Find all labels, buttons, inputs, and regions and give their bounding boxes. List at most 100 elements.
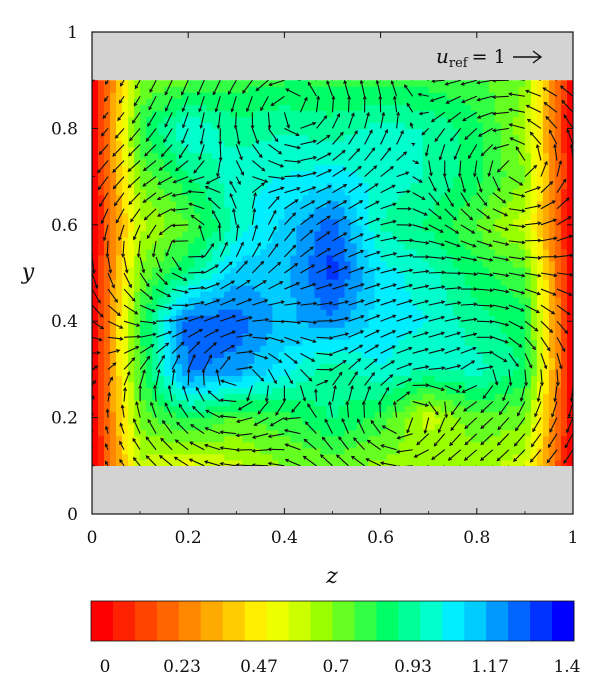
field-cell	[410, 254, 418, 262]
field-cell	[152, 297, 159, 304]
field-cell	[446, 393, 454, 401]
field-cell	[482, 116, 490, 123]
field-cell	[266, 230, 273, 238]
field-cell	[464, 339, 472, 346]
field-cell	[386, 333, 394, 340]
field-cell	[254, 435, 261, 443]
field-cell	[368, 309, 376, 316]
field-cell	[332, 375, 340, 383]
field-cell	[182, 152, 189, 160]
field-cell	[380, 242, 388, 250]
field-cell	[146, 206, 153, 214]
field-cell	[446, 369, 454, 377]
field-cell	[482, 441, 490, 449]
field-cell	[308, 345, 316, 352]
field-cell	[122, 339, 129, 346]
field-cell	[266, 212, 273, 220]
field-cell	[92, 134, 99, 142]
field-cell	[182, 393, 189, 401]
field-cell	[542, 242, 550, 250]
field-cell	[272, 200, 279, 208]
field-cell	[452, 98, 460, 105]
field-cell	[416, 303, 424, 310]
field-cell	[272, 98, 279, 105]
field-cell	[308, 351, 316, 358]
field-cell	[164, 242, 171, 250]
field-cell	[548, 230, 556, 238]
field-cell	[260, 411, 267, 419]
field-cell	[506, 345, 514, 352]
field-cell	[260, 188, 267, 196]
field-cell	[512, 291, 520, 298]
field-cell	[296, 164, 304, 172]
field-cell	[110, 212, 117, 220]
field-cell	[548, 98, 556, 105]
field-cell	[548, 291, 556, 298]
field-cell	[116, 285, 123, 292]
field-cell	[374, 417, 382, 425]
field-cell	[476, 266, 484, 274]
field-cell	[350, 351, 358, 358]
field-cell	[206, 158, 213, 166]
field-cell	[272, 248, 279, 256]
field-cell	[404, 285, 412, 292]
field-cell	[410, 459, 418, 466]
field-cell	[302, 327, 310, 334]
field-cell	[422, 224, 430, 232]
field-cell	[356, 152, 364, 160]
field-cell	[176, 309, 183, 316]
field-cell	[320, 218, 328, 226]
field-cell	[278, 333, 285, 340]
field-cell	[170, 411, 177, 419]
field-cell	[422, 116, 430, 123]
field-cell	[254, 393, 261, 401]
field-cell	[428, 200, 436, 208]
field-cell	[242, 387, 249, 395]
field-cell	[344, 291, 352, 298]
field-cell	[140, 104, 147, 111]
field-cell	[194, 351, 201, 358]
field-cell	[254, 321, 261, 328]
field-cell	[452, 369, 460, 377]
field-cell	[128, 435, 135, 443]
field-cell	[542, 266, 550, 274]
field-cell	[332, 92, 340, 99]
field-cell	[422, 242, 430, 250]
field-cell	[158, 285, 165, 292]
field-cell	[362, 327, 370, 334]
field-cell	[554, 357, 562, 364]
field-cell	[404, 218, 412, 226]
field-cell	[410, 116, 418, 123]
field-cell	[200, 176, 207, 184]
field-cell	[320, 194, 328, 202]
field-cell	[416, 134, 424, 142]
field-cell	[140, 339, 147, 346]
field-cell	[176, 194, 183, 202]
field-cell	[524, 164, 532, 172]
field-cell	[530, 266, 538, 274]
field-cell	[410, 363, 418, 370]
field-cell	[398, 86, 406, 93]
field-cell	[128, 417, 135, 425]
field-cell	[440, 447, 448, 455]
field-cell	[398, 393, 406, 401]
field-cell	[386, 80, 394, 87]
field-cell	[248, 297, 255, 304]
field-cell	[368, 200, 376, 208]
field-cell	[500, 176, 508, 184]
field-cell	[338, 333, 346, 340]
field-cell	[104, 393, 111, 401]
field-cell	[482, 405, 490, 413]
field-cell	[230, 104, 237, 111]
field-cell	[350, 339, 358, 346]
field-cell	[98, 273, 105, 280]
field-cell	[200, 363, 207, 370]
field-cell	[194, 435, 201, 443]
field-cell	[218, 260, 225, 268]
field-cell	[116, 375, 123, 383]
field-cell	[116, 104, 123, 111]
field-cell	[212, 363, 219, 370]
field-cell	[308, 405, 316, 413]
field-cell	[362, 351, 370, 358]
field-cell	[356, 158, 364, 166]
